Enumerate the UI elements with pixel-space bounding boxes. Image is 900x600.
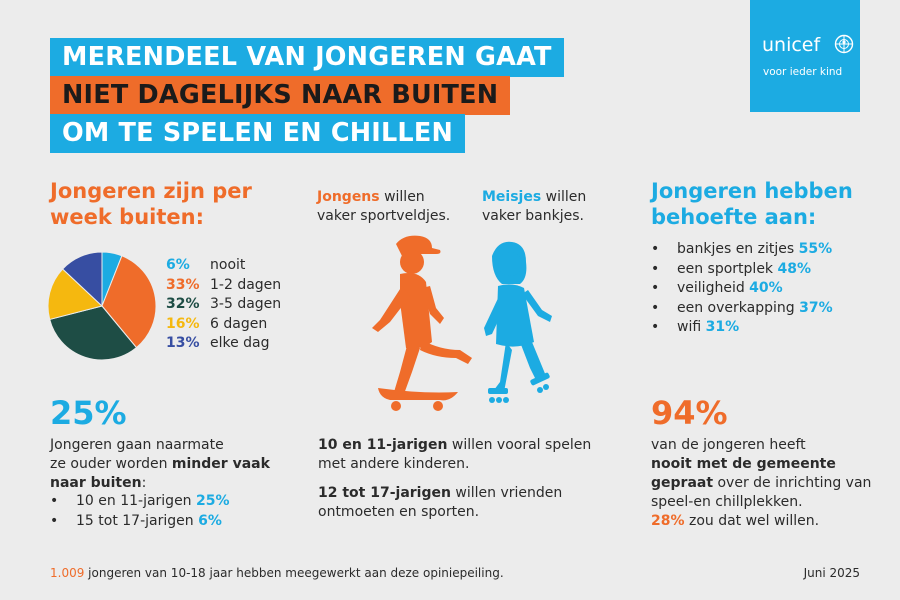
stat-25-colon: : — [141, 475, 147, 491]
stat-25-text: Jongeren gaan naarmate ze ouder worden m… — [50, 436, 290, 493]
stat-25-part2: ze ouder worden — [50, 456, 168, 472]
pie-chart — [47, 251, 157, 361]
list-item: • wifi 31% — [651, 319, 740, 335]
legend-item: 33% 1-2 dagen — [166, 276, 281, 296]
list-item: • 15 tot 17-jarigen 6% — [50, 513, 222, 529]
footer-count: 1.009 — [50, 566, 85, 580]
list-item: • een overkapping 37% — [651, 299, 833, 316]
skateboarding-boy-icon — [372, 235, 472, 411]
need-label: een overkapping — [677, 299, 795, 316]
stat-25-bold: minder vaak naar buiten — [50, 456, 270, 491]
bullet-value: 6% — [198, 513, 222, 529]
middle-stat-2: 12 tot 17-jarigen willen vrienden ontmoe… — [318, 484, 598, 522]
bullet-value: 25% — [196, 493, 230, 509]
girls-line2: vaker bankjes. — [482, 208, 584, 224]
logo-tagline: voor ieder kind — [763, 66, 843, 78]
roller-skating-girl-icon — [484, 241, 552, 403]
need-value: 55% — [798, 241, 833, 257]
list-item: • bankjes en zitjes 55% — [651, 241, 833, 257]
stat-25-part1: Jongeren gaan naarmate — [50, 437, 224, 453]
legend-label: 6 dagen — [210, 315, 268, 332]
legend-item: 6% nooit — [166, 256, 281, 276]
stat-94-part3: zou dat wel willen. — [684, 513, 820, 529]
globe-icon — [834, 34, 854, 54]
boys-line2: vaker sportveldjes. — [317, 208, 451, 224]
boys-label: Jongens — [317, 189, 380, 205]
legend-value: 33% — [166, 276, 200, 293]
pie-slice-1-2-dagen — [101, 255, 157, 349]
legend-item: 13% elke dag — [166, 334, 281, 354]
needs-list: • bankjes en zitjes 55% • een sportplek 48… — [651, 240, 833, 338]
girls-rest: willen — [541, 189, 587, 205]
legend-label: nooit — [210, 257, 246, 273]
logo-wordmark: unicef — [762, 34, 821, 56]
need-value: 31% — [705, 319, 740, 335]
boys-rest: willen — [379, 189, 425, 205]
footer-note: 1.009 jongeren van 10-18 jaar hebben mee… — [50, 566, 504, 580]
legend-value: 6% — [166, 257, 190, 273]
unicef-logo: unicef voor ieder kind — [750, 0, 860, 112]
legend-label: 1-2 dagen — [210, 276, 282, 293]
list-item: • een sportplek 48% — [651, 260, 812, 277]
right-heading-line2: behoefte aan: — [651, 205, 817, 229]
girls-label: Meisjes — [482, 189, 542, 205]
legend-label: elke dag — [210, 335, 270, 351]
pie-slice-6-dagen — [47, 268, 104, 321]
footer-date: Juni 2025 — [803, 566, 860, 580]
need-value: 48% — [777, 260, 812, 277]
right-heading: Jongeren hebben behoefte aan: — [651, 178, 881, 230]
title-line-3: OM TE SPELEN EN CHILLEN — [50, 114, 466, 153]
need-value: 40% — [749, 280, 783, 296]
left-heading-line1: Jongeren zijn per — [50, 179, 252, 203]
right-heading-line1: Jongeren hebben — [651, 179, 853, 203]
need-label: wifi — [677, 319, 702, 335]
legend-label: 3-5 dagen — [210, 296, 282, 312]
left-heading-line2: week buiten: — [50, 205, 204, 229]
need-label: een sportplek — [677, 260, 774, 277]
pie-slice-elke-dag — [61, 251, 103, 308]
stat-25-number: 25% — [50, 394, 127, 432]
middle-stat-2-rest: willen vrienden ontmoeten en sporten. — [318, 485, 563, 520]
middle-stat-2-bold: 12 tot 17-jarigen — [318, 485, 451, 501]
need-label: veiligheid — [677, 280, 745, 296]
middle-stat-1-bold: 10 en 11-jarigen — [318, 437, 448, 453]
legend-value: 32% — [166, 296, 200, 312]
stat-94-part2: over de inrichting van speel-en chillple… — [651, 475, 872, 510]
legend-value: 13% — [166, 335, 200, 351]
title-line-2: NIET DAGELIJKS NAAR BUITEN — [50, 76, 511, 115]
bullet-text: 10 en 11-jarigen — [76, 493, 192, 509]
stat-94-text: van de jongeren heeft nooit met de gemee… — [651, 436, 881, 531]
list-item: • veiligheid 40% — [651, 280, 783, 296]
middle-stat-1-rest: willen vooral spelen met andere kinderen… — [318, 437, 592, 472]
legend-item: 16% 6 dagen — [166, 315, 281, 335]
legend-value: 16% — [166, 315, 200, 332]
boys-caption: Jongens willen vaker sportveldjes. — [317, 188, 450, 226]
footer-text: jongeren van 10-18 jaar hebben meegewerk… — [84, 566, 504, 580]
list-item: • 10 en 11-jarigen 25% — [50, 493, 230, 509]
bullet-text: 15 tot 17-jarigen — [76, 513, 194, 529]
stat-94-highlight: 28% — [651, 513, 685, 529]
kids-illustration — [372, 235, 552, 411]
stat-94-part1: van de jongeren heeft — [651, 437, 806, 453]
stat-94-bold: nooit met de gemeente gepraat — [651, 456, 836, 491]
middle-stat-1: 10 en 11-jarigen willen vooral spelen me… — [318, 436, 598, 474]
stat-94-number: 94% — [651, 394, 728, 432]
girls-caption: Meisjes willen vaker bankjes. — [482, 188, 586, 226]
need-value: 37% — [799, 299, 833, 316]
need-label: bankjes en zitjes — [677, 241, 795, 257]
pie-slice-3-5-dagen — [49, 305, 138, 361]
legend-item: 32% 3-5 dagen — [166, 295, 281, 315]
left-heading: Jongeren zijn per week buiten: — [50, 178, 290, 230]
pie-legend: 6% nooit 33% 1-2 dagen 32% 3-5 dagen 16% 6 dage… — [166, 256, 281, 354]
title-line-1: MERENDEEL VAN JONGEREN GAAT — [50, 38, 564, 77]
